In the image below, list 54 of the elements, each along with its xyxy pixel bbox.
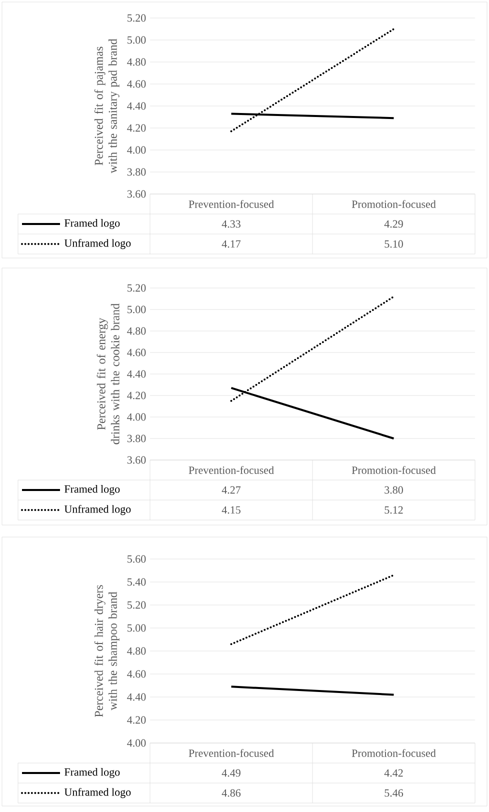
- y-tick-label: 3.80: [127, 434, 146, 442]
- data-label: 4.27: [222, 486, 241, 494]
- data-label: 5.12: [384, 506, 403, 514]
- legend-label: Unframed logo: [64, 238, 131, 250]
- data-label: 4.49: [222, 769, 240, 777]
- x-tick-label: Promotion-focused: [352, 466, 436, 474]
- y-tick-label: 4.80: [127, 647, 146, 655]
- data-label: 5.10: [384, 240, 403, 248]
- y-tick-label: 5.20: [128, 601, 146, 609]
- legend-label: Unframed logo: [64, 504, 131, 516]
- data-label: 4.33: [222, 220, 240, 228]
- y-tick-label: 4.00: [127, 413, 146, 421]
- y-tick-label: 4.60: [127, 80, 146, 88]
- y-tick-label: 4.40: [127, 693, 146, 701]
- y-tick-label: 4.20: [127, 124, 146, 132]
- data-label: 4.15: [222, 506, 240, 514]
- x-tick-label: Prevention-focused: [188, 749, 274, 757]
- y-tick-label: 5.20: [128, 284, 146, 292]
- y-tick-label: 4.60: [127, 348, 146, 356]
- y-tick-label: 4.00: [127, 739, 146, 747]
- y-tick-label: 4.40: [127, 370, 146, 378]
- y-axis-title: Perceived fit of hair dryers with the shampoo brand: [94, 585, 120, 717]
- y-tick-label: 4.80: [127, 58, 146, 66]
- y-tick-label: 5.00: [128, 624, 146, 632]
- legend-label: Framed logo: [64, 768, 120, 778]
- x-tick-label: Prevention-focused: [188, 466, 274, 474]
- legend-label: Framed logo: [64, 485, 120, 496]
- y-tick-label: 4.40: [127, 102, 146, 110]
- x-tick-label: Promotion-focused: [352, 200, 436, 208]
- y-tick-label: 3.60: [127, 456, 146, 464]
- data-label: 4.86: [222, 789, 241, 797]
- legend-label: Framed logo: [64, 219, 120, 230]
- x-tick-label: Prevention-focused: [188, 200, 274, 208]
- y-tick-label: 4.20: [127, 392, 146, 400]
- y-tick-label: 5.00: [128, 36, 146, 44]
- y-tick-label: 5.00: [128, 306, 146, 314]
- y-tick-label: 3.60: [127, 190, 146, 198]
- x-tick-label: Promotion-focused: [352, 749, 436, 757]
- data-label: 4.29: [384, 220, 403, 228]
- y-axis-title: Perceived fit of energy drinks with the cookie brand: [96, 303, 120, 444]
- y-tick-label: 3.80: [127, 168, 146, 176]
- data-label: 4.42: [384, 769, 403, 777]
- legend-label: Unframed logo: [64, 788, 131, 798]
- y-tick-label: 4.20: [127, 716, 146, 724]
- y-tick-label: 4.60: [127, 670, 146, 678]
- data-label: 3.80: [384, 486, 403, 494]
- data-label: 4.17: [222, 240, 241, 248]
- y-tick-label: 4.00: [127, 146, 146, 154]
- y-tick-label: 5.40: [128, 578, 146, 586]
- y-tick-label: 4.80: [127, 327, 146, 335]
- y-tick-label: 5.60: [128, 555, 146, 563]
- data-label: 5.46: [384, 789, 404, 797]
- y-axis-title: Perceived fit of pajamas with the sanitary pad brand: [94, 38, 120, 174]
- y-tick-label: 5.20: [128, 14, 146, 22]
